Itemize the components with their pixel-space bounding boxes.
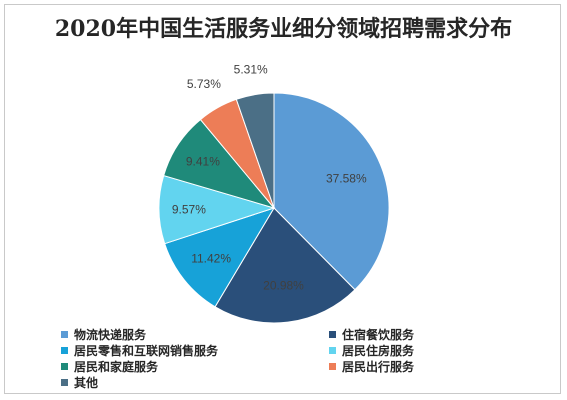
legend-swatch — [61, 346, 68, 354]
legend-item-1: 物流快递服务 — [61, 326, 146, 342]
data-label-1: 37.58% — [326, 171, 367, 185]
pie-data-labels: 37.58% 20.98% 11.42% 9.57% 9.41% 5.73% 5.31% — [172, 63, 367, 293]
legend-swatch — [329, 362, 336, 370]
pie-slices — [158, 92, 390, 324]
legend-item-4: 居民住房服务 — [329, 342, 414, 358]
data-label-3: 11.42% — [191, 251, 231, 265]
data-label-4: 9.57% — [172, 202, 206, 216]
chart-title: 2020年中国生活服务业细分领域招聘需求分布 — [54, 16, 513, 42]
legend-label: 居民零售和互联网销售服务 — [74, 343, 219, 358]
legend-item-2: 住宿餐饮服务 — [329, 326, 414, 342]
legend-item-3: 居民零售和互联网销售服务 — [61, 342, 218, 358]
data-label-2: 20.98% — [263, 279, 304, 293]
legend-swatch — [61, 378, 68, 386]
legend-label: 住宿餐饮服务 — [342, 327, 415, 342]
legend-item-7: 其他 — [61, 374, 98, 390]
legend-swatch — [61, 330, 68, 338]
legend-label: 居民出行服务 — [342, 359, 415, 374]
legend-swatch — [329, 346, 336, 354]
legend-label: 其他 — [74, 375, 99, 390]
data-label-6: 5.73% — [187, 77, 221, 91]
data-label-5: 9.41% — [186, 154, 220, 168]
pie-slice-3 — [164, 207, 276, 308]
legend-label: 物流快递服务 — [74, 327, 147, 342]
pie-slice-2 — [214, 207, 356, 324]
pie-slice-1 — [273, 92, 390, 291]
pie-slice-7 — [235, 92, 275, 209]
legend-swatch — [329, 330, 336, 338]
legend-label: 居民住房服务 — [342, 343, 415, 358]
legend-label: 居民和家庭服务 — [74, 359, 159, 374]
data-label-7: 5.31% — [234, 63, 268, 77]
legend-item-6: 居民出行服务 — [329, 358, 414, 374]
legend-item-5: 居民和家庭服务 — [61, 358, 158, 374]
legend-swatch — [61, 362, 68, 370]
